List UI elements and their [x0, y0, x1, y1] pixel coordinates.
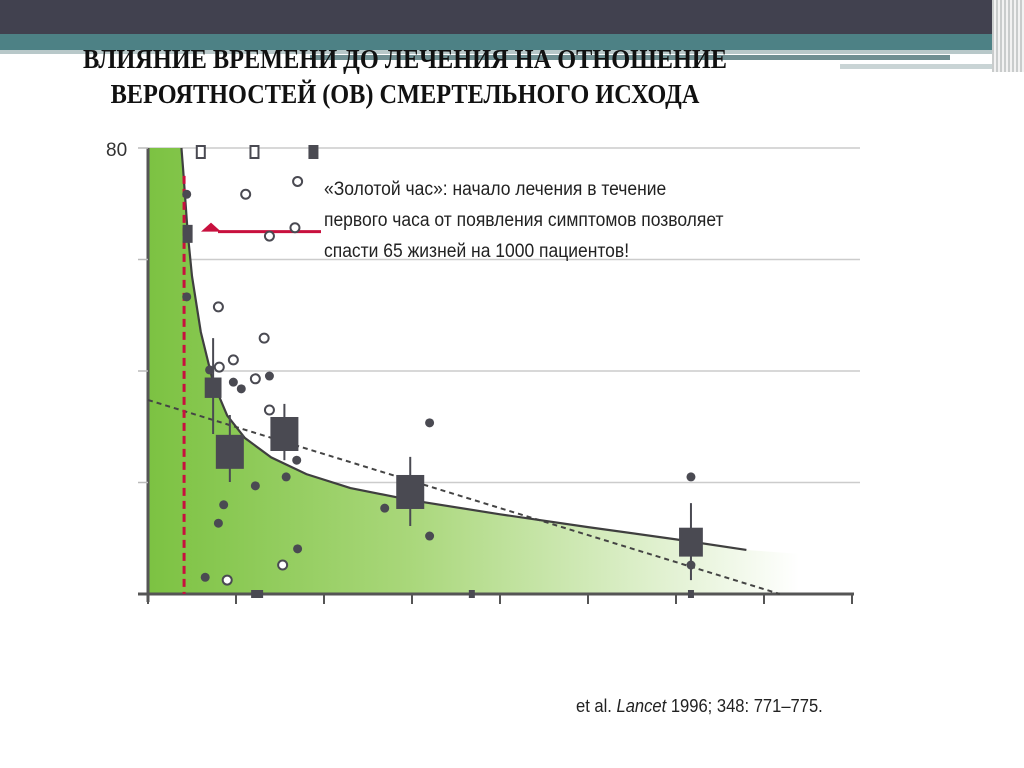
- data-point-filled: [236, 384, 246, 394]
- estimate-box: [396, 474, 425, 509]
- data-point-filled: [686, 560, 696, 570]
- data-point-filled: [219, 500, 229, 510]
- offscale-marker: [195, 145, 206, 159]
- golden-hour-annotation: «Золотой час»: начало лечения в течение …: [324, 174, 723, 267]
- data-point-open: [221, 574, 233, 586]
- data-point-filled: [264, 371, 274, 381]
- offscale-marker: [249, 145, 260, 159]
- y-tick-label: 80: [106, 140, 128, 161]
- data-point-filled: [200, 572, 210, 582]
- data-point-filled: [293, 544, 303, 554]
- decor-stripes: [992, 0, 1024, 72]
- data-point-filled: [686, 472, 696, 482]
- axis-marker: [468, 590, 475, 598]
- annotation-line-2: первого часа от появления симптомов позв…: [324, 210, 724, 231]
- data-point-filled: [425, 418, 435, 428]
- data-point-filled: [380, 503, 390, 513]
- offscale-marker: [308, 145, 319, 159]
- data-point-filled: [182, 292, 192, 302]
- data-point-open: [292, 175, 304, 187]
- data-point-filled: [205, 365, 215, 375]
- data-point-open: [212, 301, 224, 313]
- data-point-filled: [228, 377, 238, 387]
- decor-line: [310, 55, 950, 60]
- estimate-box: [182, 224, 193, 243]
- data-point-open: [277, 559, 289, 571]
- header-bar: [0, 0, 1024, 34]
- axis-marker: [687, 590, 694, 598]
- data-point-filled: [250, 481, 260, 491]
- data-point-open: [213, 361, 225, 373]
- estimate-box: [270, 416, 299, 451]
- fitted-curve: [180, 147, 747, 552]
- decor-line: [840, 64, 1010, 69]
- title-line-2: ВЕРОЯТНОСТЕЙ (ОВ) СМЕРТЕЛЬНОГО ИСХОДА: [110, 79, 700, 109]
- data-point-filled: [213, 518, 223, 528]
- data-point-open: [227, 354, 239, 366]
- data-point-open: [289, 222, 301, 234]
- annotation-line-3: спасти 65 жизней на 1000 пациентов!: [324, 241, 630, 262]
- data-point-filled: [281, 472, 291, 482]
- estimate-box: [215, 434, 244, 469]
- data-point-open: [263, 404, 275, 416]
- estimate-box: [204, 377, 222, 398]
- data-point-filled: [182, 189, 192, 199]
- axis-marker: [251, 590, 264, 598]
- data-point-open: [240, 188, 252, 200]
- citation-journal: Lancet: [616, 696, 667, 716]
- decor-line: [0, 50, 1000, 54]
- data-point-open: [249, 373, 261, 385]
- citation: et al. Lancet 1996; 348: 771–775.: [576, 696, 823, 717]
- title-line-1: ВЛИЯНИЕ ВРЕМЕНИ ДО ЛЕЧЕНИЯ НА ОТНОШЕНИЕ: [82, 44, 728, 74]
- data-point-open: [263, 230, 275, 242]
- citation-prefix: et al.: [576, 696, 617, 716]
- estimate-box: [679, 527, 703, 557]
- citation-rest: 1996; 348: 771–775.: [666, 696, 823, 716]
- data-point-open: [258, 332, 270, 344]
- data-point-filled: [425, 531, 435, 541]
- data-point-filled: [292, 455, 302, 465]
- arrow-head: [201, 222, 221, 232]
- annotation-line-1: «Золотой час»: начало лечения в течение: [324, 179, 667, 200]
- slide-title: ВЛИЯНИЕ ВРЕМЕНИ ДО ЛЕЧЕНИЯ НА ОТНОШЕНИЕ …: [41, 42, 770, 112]
- linear-fit-line: [147, 399, 781, 595]
- area-fill: [148, 148, 800, 594]
- header-accent-bar: [0, 34, 1024, 52]
